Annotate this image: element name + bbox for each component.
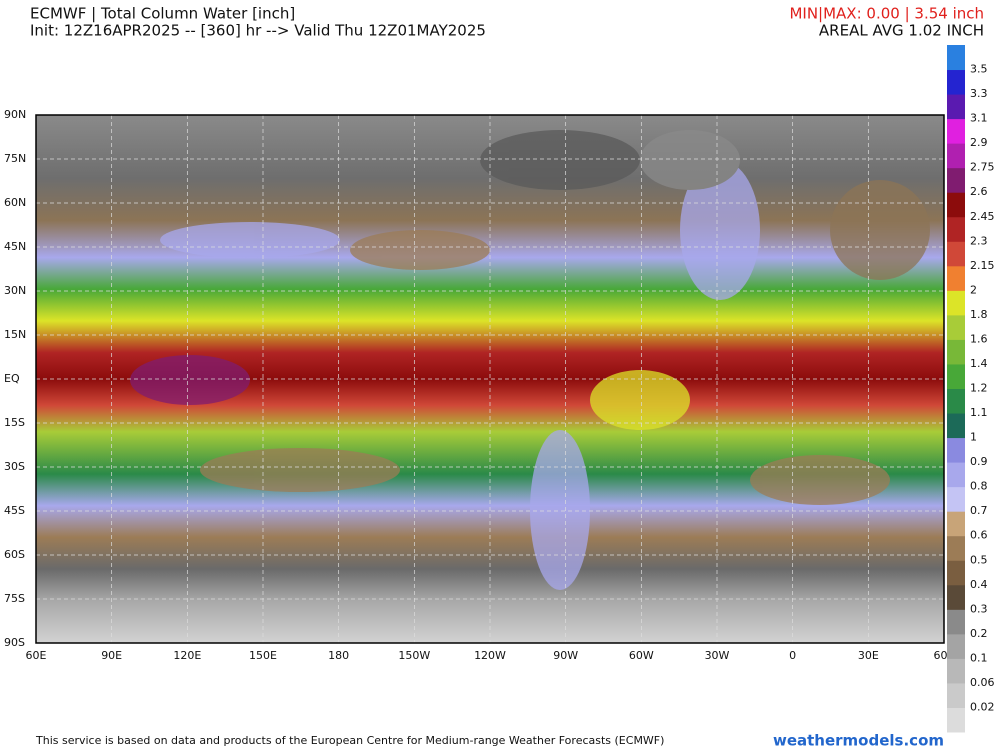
colorbar-label: 0.9 [970, 455, 988, 468]
colorbar-band [947, 363, 965, 389]
colorbar: 0.02 0.06 0.1 0.2 0.3 0.4 0.5 0.6 0.7 0.8 0.9 1 1.1 1… [947, 45, 995, 733]
colorbar-label: 0.4 [970, 578, 988, 591]
lat-label: 15N [4, 328, 26, 341]
colorbar-label: 1.4 [970, 357, 988, 370]
lat-label: 30N [4, 284, 26, 297]
colorbar-label: 3.5 [970, 63, 988, 76]
colorbar-label: 2.75 [970, 161, 995, 174]
colorbar-label: 0.3 [970, 602, 988, 615]
colorbar-band [947, 339, 965, 365]
lat-label: 60N [4, 196, 26, 209]
map [35, 114, 945, 644]
colorbar-band [947, 462, 965, 488]
colorbar-label: 1.8 [970, 308, 988, 321]
colorbar-label: 0.5 [970, 553, 988, 566]
areal-avg: AREAL AVG 1.02 INCH [819, 22, 984, 40]
colorbar-label: 1 [970, 431, 977, 444]
colorbar-band [947, 658, 965, 684]
colorbar-label: 0.8 [970, 480, 988, 493]
colorbar-band [947, 584, 965, 610]
colorbar-band [947, 290, 965, 316]
lon-label: 60E [26, 649, 47, 662]
colorbar-label: 0.2 [970, 627, 988, 640]
lat-label: 15S [4, 416, 25, 429]
colorbar-label: 3.3 [970, 87, 988, 100]
lat-label: 75S [4, 592, 25, 605]
lon-label: 60W [629, 649, 654, 662]
colorbar-band [947, 388, 965, 414]
colorbar-band [947, 192, 965, 218]
lat-label: 30S [4, 460, 25, 473]
min-max: MIN|MAX: 0.00 | 3.54 inch [789, 5, 984, 23]
lon-label: 120E [173, 649, 201, 662]
colorbar-band [947, 314, 965, 340]
footer-note: This service is based on data and produc… [35, 734, 664, 747]
colorbar-label: 2.15 [970, 259, 995, 272]
graticule [36, 115, 944, 643]
colorbar-label: 0.06 [970, 676, 995, 689]
colorbar-label: 0.02 [970, 700, 995, 713]
colorbar-label: 0.6 [970, 529, 988, 542]
lon-label: 30W [705, 649, 730, 662]
colorbar-label: 3.1 [970, 112, 988, 125]
colorbar-label: 2.3 [970, 234, 988, 247]
colorbar-band [947, 560, 965, 586]
colorbar-band [947, 633, 965, 659]
axis-labels: 90N75N60N45N30N15NEQ15S30S45S60S75S90S60… [4, 108, 955, 662]
colorbar-label: 2 [970, 283, 977, 296]
lat-label: 75N [4, 152, 26, 165]
colorbar-label: 0.7 [970, 504, 988, 517]
colorbar-band [947, 486, 965, 512]
colorbar-band [947, 511, 965, 537]
colorbar-label: 0.1 [970, 651, 988, 664]
lon-label: 0 [789, 649, 796, 662]
site-link[interactable]: weathermodels.com [773, 732, 944, 750]
lon-label: 150W [398, 649, 430, 662]
lat-label: 90N [4, 108, 26, 121]
colorbar-band [947, 609, 965, 635]
lon-label: 150E [249, 649, 277, 662]
colorbar-label: 1.6 [970, 332, 988, 345]
colorbar-band [947, 707, 965, 733]
colorbar-band [947, 45, 965, 71]
lat-label: EQ [4, 372, 20, 385]
colorbar-band [947, 265, 965, 291]
lon-label: 180 [328, 649, 349, 662]
colorbar-band [947, 437, 965, 463]
lon-label: 90W [553, 649, 578, 662]
moisture-plumes [130, 130, 930, 590]
colorbar-band [947, 413, 965, 439]
map-border [35, 114, 945, 644]
colorbar-band [947, 167, 965, 193]
colorbar-label: 1.2 [970, 382, 988, 395]
colorbar-band [947, 241, 965, 267]
lon-label: 120W [474, 649, 506, 662]
colorbar-band [947, 118, 965, 144]
colorbar-band [947, 69, 965, 95]
colorbar-band [947, 216, 965, 242]
init-time: Init: 12Z16APR2025 -- [360] hr --> Valid… [30, 22, 486, 40]
colorbar-label: 1.1 [970, 406, 988, 419]
colorbar-band [947, 535, 965, 561]
colorbar-band [947, 143, 965, 169]
colorbar-band [947, 682, 965, 708]
colorbar-label: 2.45 [970, 210, 995, 223]
lon-label: 90E [101, 649, 122, 662]
colorbar-label: 2.6 [970, 185, 988, 198]
title: ECMWF | Total Column Water [inch] [30, 5, 295, 23]
lat-label: 45S [4, 504, 25, 517]
colorbar-label: 2.9 [970, 136, 988, 149]
lat-label: 90S [4, 636, 25, 649]
lat-label: 60S [4, 548, 25, 561]
colorbar-band [947, 94, 965, 120]
lat-label: 45N [4, 240, 26, 253]
lon-label: 30E [858, 649, 879, 662]
